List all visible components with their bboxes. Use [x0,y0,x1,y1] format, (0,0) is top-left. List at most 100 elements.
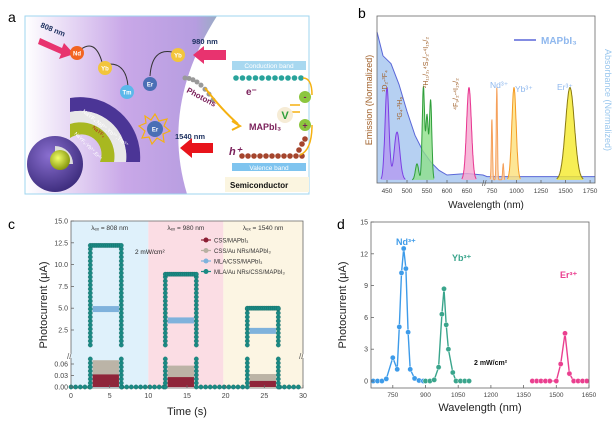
hole-ball [239,153,245,159]
svg-text:Er: Er [152,128,159,134]
series-3-point [118,360,124,366]
series-3-point [118,364,124,370]
emission-line-6 [556,87,584,180]
series-3-point [118,243,124,248]
legend-label-c-0: CSS/MAPbI₃ [214,239,249,245]
semiconductor-label: Semiconductor [230,181,288,190]
label-980nm: 980 nm [192,37,218,46]
xtick-label-b: 650 [462,188,473,195]
series-3-point [87,286,93,292]
hole-ball [296,147,302,153]
series-3-point [275,356,281,362]
ytick-label-upper-c: 15.0 [54,219,68,226]
ytick-label-lower-c: 0.06 [54,362,68,369]
series-3-point [118,372,124,378]
series-3-point [193,282,199,288]
series-3-point [128,384,134,390]
series-3-point [244,326,250,332]
series-3-point [226,384,232,390]
hole-ball [299,141,305,147]
ytick-label-upper-c: 5.0 [58,306,68,313]
series-point-d-1 [466,378,472,384]
series-3-point [118,330,124,336]
xlabel-c: Time (s) [167,406,207,418]
ytick-label-upper-c: 7.5 [58,284,68,291]
ytick-label-upper-c: 12.5 [54,240,68,247]
series-point-d-2 [566,370,573,377]
plus-label: + [302,121,307,131]
plot-frame-d [370,221,590,389]
series-3-point [118,334,124,340]
valence-band-label: Valence band [249,165,289,172]
series-3-point [118,368,124,374]
panel-a-diagram: a NaYF₄:Nd³⁺,Yb³⁺,Tm³⁺ NaYF₄ NaYF₄:Yb³⁺,… [8,9,313,195]
xtick-label-b: 1250 [534,188,549,195]
ytick-label-d: 12 [360,251,368,258]
photon-ball [186,75,192,81]
series-3-point [147,384,153,390]
electron-label: e⁻ [246,87,257,98]
series-3-point [138,384,143,390]
series-3-point [193,372,199,378]
series-3-point [193,294,199,300]
series-point-d-0 [396,324,403,330]
series-point-d-2 [553,378,560,384]
series-3-point [193,368,199,374]
ion-yb-2: Yb [171,48,185,62]
electron-ball [252,75,259,81]
series-3-point [118,282,124,288]
band-label-3: ⁴F₉/₂-⁴I₁₅/₂ [453,78,460,110]
svg-text:Tm: Tm [123,91,132,97]
series-3-point [162,380,168,386]
emission-fill-0 [381,87,406,180]
ytick-label-d: 9 [364,283,368,290]
minus-terminal [299,91,311,103]
series-2-pulse [167,317,194,324]
material-label: MAPbI₃ [249,122,281,132]
hole-ball [302,136,308,142]
panel-label-a: a [8,9,16,25]
ytick-label-lower-c: 0.00 [54,385,68,392]
band-label-1: ¹G₄-³H₆ [397,97,404,120]
series-3-point [193,342,199,348]
series-3-point [244,338,250,344]
series-point-d-0 [403,265,409,272]
axis-break-right-c: // [299,352,304,361]
xtick-label-b: 450 [382,188,393,195]
series-3-point [275,380,281,386]
series-point-d-2 [584,378,590,384]
electron-ball [265,75,272,81]
inner-shell-arc [70,122,115,162]
series-3-point [87,262,93,268]
series-point-d-1 [443,321,450,328]
sphere-core [50,150,70,170]
series-3-point [118,342,124,348]
series-3-point [162,322,168,328]
ytick-label-upper-c: 10.0 [54,262,68,269]
series-3-point [118,384,124,390]
series-3-point [162,290,168,296]
legend-label-c-1: CSS/Au NRs/MAPbI₃ [214,249,271,255]
annotation-d: 2 mW/cm² [474,360,508,367]
xtick-label-d: 750 [387,392,398,399]
arrow-808 [38,38,74,59]
series-3-point [162,306,168,312]
ytick-label-d: 6 [364,315,368,322]
series-3-point [73,384,78,390]
series-3-point [193,306,199,312]
ion-tm: Tm [120,85,134,99]
electron-ball [278,75,285,81]
series-3-point [162,356,168,362]
xtick-label-d: 1650 [582,392,597,399]
electron-ball [239,75,246,81]
series-3-point [162,334,168,340]
series-3-point [235,384,241,390]
middle-shell-arc [70,110,127,162]
series-3-point [87,372,93,378]
ylabel-right-b: Absorbance (Normalized) [603,49,613,151]
series-3-point [87,334,93,340]
region-0 [71,221,149,388]
series-label-yb: Yb³⁺ [452,253,471,263]
panel-label-b: b [358,5,366,21]
series-3-point [118,326,124,332]
